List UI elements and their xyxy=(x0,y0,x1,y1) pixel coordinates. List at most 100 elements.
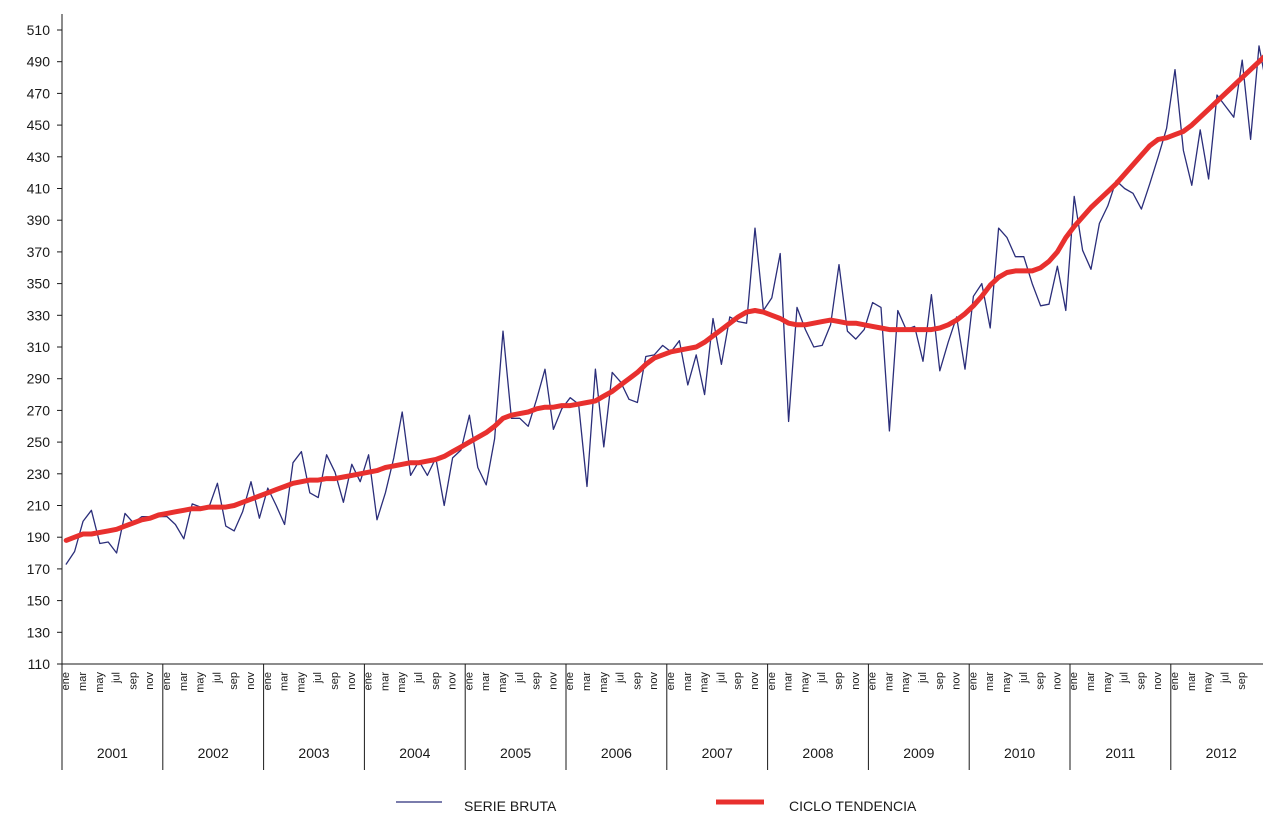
y-tick-label: 370 xyxy=(27,244,51,260)
year-label: 2012 xyxy=(1206,745,1237,761)
y-tick-label: 170 xyxy=(27,561,51,577)
y-tick-label: 130 xyxy=(27,624,51,640)
y-axis: 110 130 150 170 190 210 230 250 270 290 310 330 350 3… xyxy=(27,14,63,672)
y-tick-label: 290 xyxy=(27,371,51,387)
month-label: may xyxy=(396,672,408,693)
month-label: jul xyxy=(211,672,223,684)
month-label: nov xyxy=(144,672,156,690)
legend-serie-bruta-label: SERIE BRUTA xyxy=(464,798,557,814)
month-label: sep xyxy=(228,672,240,690)
y-tick-label: 470 xyxy=(27,85,51,101)
year-label: 2006 xyxy=(601,745,632,761)
month-label: jul xyxy=(312,672,324,684)
month-label: sep xyxy=(1035,672,1047,690)
month-label: mar xyxy=(1186,672,1198,691)
month-label: mar xyxy=(480,672,492,691)
month-label: jul xyxy=(514,672,526,684)
month-label: mar xyxy=(279,672,291,691)
month-label: sep xyxy=(934,672,946,690)
month-label: may xyxy=(598,672,610,693)
y-tick-label: 450 xyxy=(27,117,51,133)
month-label: may xyxy=(900,672,912,693)
month-label: nov xyxy=(850,672,862,690)
month-label: sep xyxy=(833,672,845,690)
year-label: 2010 xyxy=(1004,745,1035,761)
month-label: mar xyxy=(783,672,795,691)
legend: SERIE BRUTA CICLO TENDENCIA xyxy=(396,798,917,814)
month-label: jul xyxy=(111,672,123,684)
month-label: sep xyxy=(127,672,139,690)
y-tick-label: 270 xyxy=(27,402,51,418)
month-label: nov xyxy=(447,672,459,690)
year-label: 2001 xyxy=(97,745,128,761)
month-label: ene xyxy=(1169,672,1181,690)
month-label: nov xyxy=(245,672,257,690)
series-layer xyxy=(63,45,1263,565)
month-label: nov xyxy=(951,672,963,690)
y-tick-label: 230 xyxy=(27,466,51,482)
ciclo-tendencia-line xyxy=(63,54,1263,543)
year-label: 2011 xyxy=(1105,745,1135,761)
y-tick-label: 250 xyxy=(27,434,51,450)
y-tick-label: 350 xyxy=(27,276,51,292)
month-label: ene xyxy=(363,672,375,690)
y-tick-label: 150 xyxy=(27,593,51,609)
month-label: may xyxy=(195,672,207,693)
month-label: ene xyxy=(262,672,274,690)
month-label: ene xyxy=(1068,672,1080,690)
month-label: jul xyxy=(1018,672,1030,684)
month-label: sep xyxy=(1236,672,1248,690)
month-label: sep xyxy=(631,672,643,690)
month-label: mar xyxy=(883,672,895,691)
y-tick-label: 210 xyxy=(27,498,51,514)
month-label: nov xyxy=(346,672,358,690)
month-label: jul xyxy=(413,672,425,684)
y-tick-label: 510 xyxy=(27,22,51,38)
y-tick-label: 410 xyxy=(27,181,51,197)
month-label: ene xyxy=(161,672,173,690)
month-label: may xyxy=(1102,672,1114,693)
y-tick-label: 390 xyxy=(27,212,51,228)
y-tick-label: 330 xyxy=(27,307,51,323)
month-label: may xyxy=(94,672,106,693)
year-label: 2007 xyxy=(702,745,733,761)
year-label: 2009 xyxy=(903,745,934,761)
month-label: ene xyxy=(967,672,979,690)
month-label: may xyxy=(799,672,811,693)
month-label: sep xyxy=(732,672,744,690)
y-tick-label: 490 xyxy=(27,54,51,70)
y-tick-label: 110 xyxy=(28,656,51,672)
month-label: may xyxy=(295,672,307,693)
month-label: ene xyxy=(564,672,576,690)
month-label: nov xyxy=(648,672,660,690)
month-label: ene xyxy=(766,672,778,690)
month-label: mar xyxy=(682,672,694,691)
month-label: mar xyxy=(1085,672,1097,691)
month-label: sep xyxy=(1135,672,1147,690)
month-label: may xyxy=(497,672,509,693)
month-label: mar xyxy=(379,672,391,691)
month-label: nov xyxy=(1152,672,1164,690)
month-label: may xyxy=(699,672,711,693)
month-label: may xyxy=(1203,672,1215,693)
month-label: jul xyxy=(1119,672,1131,684)
month-label: ene xyxy=(60,672,72,690)
month-label: mar xyxy=(178,672,190,691)
legend-ciclo-tendencia-label: CICLO TENDENCIA xyxy=(789,798,917,814)
year-label: 2003 xyxy=(298,745,329,761)
month-label: mar xyxy=(77,672,89,691)
month-label: ene xyxy=(867,672,879,690)
year-label: 2008 xyxy=(802,745,833,761)
month-label: sep xyxy=(531,672,543,690)
month-label: ene xyxy=(665,672,677,690)
month-label: ene xyxy=(463,672,475,690)
month-label: jul xyxy=(917,672,929,684)
month-label: nov xyxy=(547,672,559,690)
month-label: mar xyxy=(581,672,593,691)
month-label: sep xyxy=(430,672,442,690)
y-tick-label: 310 xyxy=(27,339,51,355)
month-label: jul xyxy=(1219,672,1231,684)
serie-bruta-line xyxy=(65,45,1263,565)
